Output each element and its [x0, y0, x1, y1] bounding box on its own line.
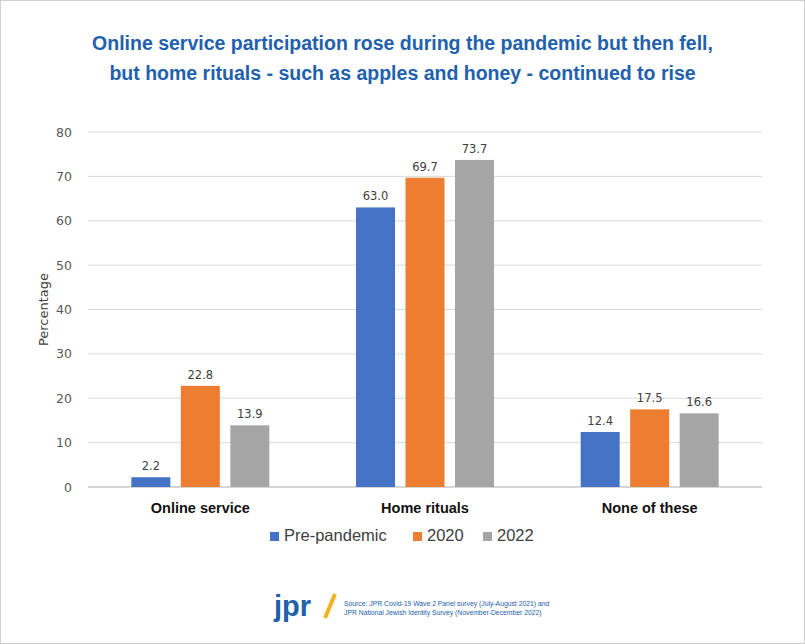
x-tick-label: Home rituals [381, 500, 469, 516]
y-axis-label: Percentage [36, 273, 51, 346]
legend-label: Pre-pandemic [284, 526, 387, 544]
chart: Online service participation rose during… [0, 0, 805, 644]
data-label: 69.7 [412, 160, 438, 174]
data-label: 17.5 [637, 391, 663, 405]
y-tick-label: 60 [56, 213, 72, 228]
bar [230, 425, 269, 487]
bar [406, 178, 445, 487]
bar [131, 477, 170, 487]
grid [88, 132, 762, 487]
y-tick-label: 0 [64, 480, 72, 495]
y-tick-label: 70 [56, 169, 72, 184]
y-tick-label: 80 [56, 125, 72, 140]
bar [181, 386, 220, 487]
y-tick-label: 50 [56, 258, 72, 273]
legend: Pre-pandemic 2020 2022 [270, 526, 534, 544]
bar [680, 413, 719, 487]
y-tick-label: 20 [56, 391, 72, 406]
data-label: 16.6 [686, 395, 712, 409]
data-labels: 2.2 22.8 13.9 63.0 69.7 73.7 12.4 17.5 16.6 [142, 142, 712, 473]
legend-swatch [270, 532, 279, 541]
grid-line [88, 176, 762, 177]
logo-slash [325, 594, 335, 618]
x-tick-label: None of these [602, 500, 698, 516]
bar [356, 207, 395, 487]
legend-label: 2022 [497, 526, 534, 544]
data-label: 13.9 [237, 407, 263, 421]
x-tick-label: Online service [151, 500, 250, 516]
source: JPR National Jewish Identity Survey (Nov… [344, 609, 542, 617]
y-tick-label: 10 [56, 435, 72, 450]
bar [455, 160, 494, 487]
legend-swatch [483, 532, 492, 541]
title: Online service participation rose during… [92, 32, 713, 54]
logo: jpr [273, 590, 311, 622]
bar [630, 409, 669, 487]
frame [1, 1, 805, 644]
y-tick-label: 30 [56, 346, 72, 361]
data-label: 2.2 [142, 459, 160, 473]
bars [131, 160, 718, 487]
legend-label: 2020 [427, 526, 464, 544]
data-label: 73.7 [462, 142, 488, 156]
data-label: 22.8 [188, 368, 214, 382]
title: but home rituals - such as apples and ho… [109, 62, 695, 84]
y-tick-label: 40 [56, 302, 72, 317]
source: Source: JPR Covid-19 Wave 2 Panel survey… [344, 600, 549, 608]
bar [581, 432, 620, 487]
data-label: 63.0 [363, 189, 389, 203]
legend-swatch [413, 532, 422, 541]
data-label: 12.4 [587, 414, 613, 428]
grid-line [88, 132, 762, 133]
